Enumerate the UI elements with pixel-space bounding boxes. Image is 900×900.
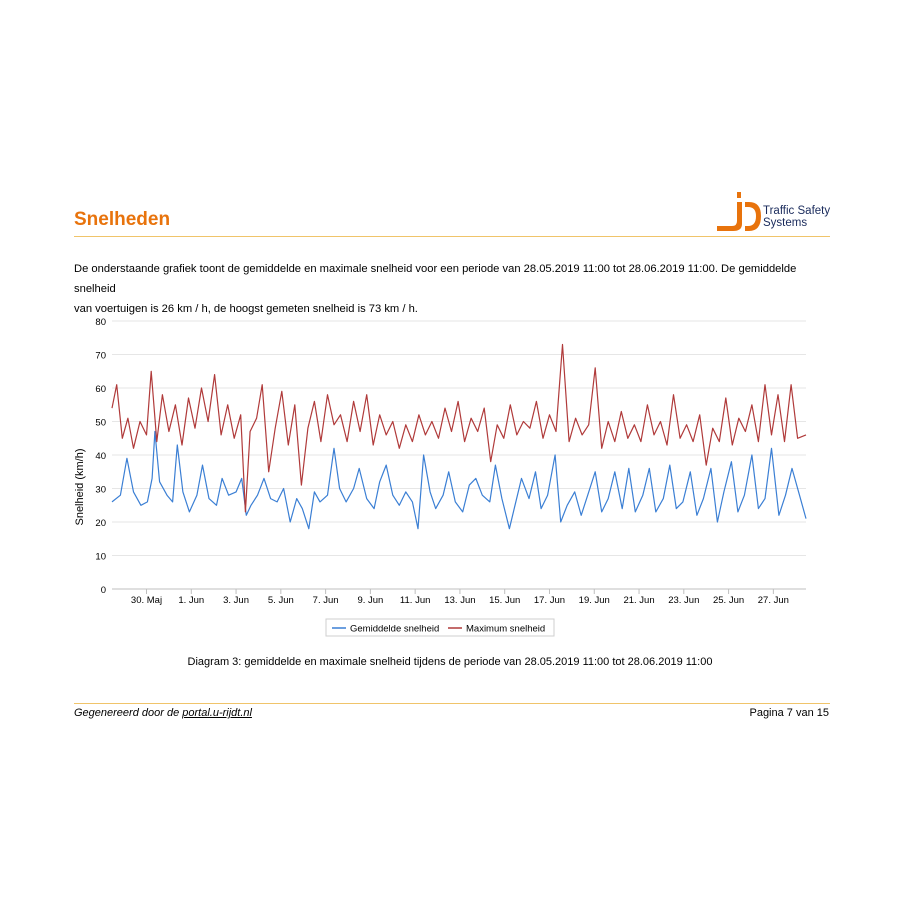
legend-label-0: Gemiddelde snelheid [350,624,439,635]
page-title: Snelheden [74,209,171,230]
footer-generated-by: Gegenereerd door de portal.u-rijdt.nl [74,707,252,719]
legend-label-1: Maximum snelheid [466,624,545,635]
y-tick-label: 0 [101,585,106,596]
x-tick-label: 30. Maj [131,595,162,606]
x-tick-label: 13. Jun [444,595,475,606]
x-tick-label: 23. Jun [668,595,699,606]
diagram-caption: Diagram 3: gemiddelde en maximale snelhe… [187,656,713,668]
traffic-safety-systems-logo [717,192,761,231]
logo-text-line1: Traffic Safety [763,205,831,217]
intro-line-2: van voertuigen is 26 km / h, de hoogst g… [74,303,418,315]
footer-prefix: Gegenereerd door de [74,707,180,719]
x-tick-label: 27. Jun [758,595,789,606]
y-tick-label: 30 [95,485,106,496]
y-axis-label: Snelheid (km/h) [74,448,86,525]
y-tick-label: 10 [95,552,106,563]
logo-text: Traffic Safety Systems [763,205,830,229]
page-number: Pagina 7 van 15 [749,707,829,719]
chart-series [111,343,807,530]
chart-legend: Gemiddelde snelheid Maximum snelheid [325,618,555,637]
intro-line-1: De onderstaande grafiek toont de gemidde… [74,263,797,295]
x-tick-label: 25. Jun [713,595,744,606]
y-tick-label: 20 [95,518,106,529]
logo-text-line2: Systems [763,217,808,229]
y-axis-ticks: 0 10 20 30 40 50 60 70 80 [95,317,106,596]
legend-box [325,618,555,637]
y-tick-label: 80 [95,317,106,328]
speed-chart: 0 10 20 30 40 50 60 70 80 30. Maj 1. Jun 3. Jun 5. … [74,317,807,637]
y-tick-label: 60 [95,384,106,395]
x-tick-label: 1. Jun [178,595,204,606]
x-tick-label: 11. Jun [400,595,430,606]
intro-paragraph: De onderstaande grafiek toont de gemidde… [74,259,834,319]
y-tick-label: 50 [95,418,106,429]
x-tick-label: 3. Jun [223,595,249,606]
series-line-0 [111,430,807,530]
chart-grid [112,320,806,590]
x-tick-label: 5. Jun [268,595,294,606]
x-axis-ticks: 30. Maj 1. Jun 3. Jun 5. Jun 7. Jun 9. Jun 11.… [131,589,789,606]
header-rule [74,236,830,237]
x-tick-label: 17. Jun [534,595,565,606]
x-tick-label: 19. Jun [579,595,610,606]
series-line-1 [111,343,807,513]
footer-rule [74,703,830,704]
x-tick-label: 9. Jun [357,595,383,606]
portal-link[interactable]: portal.u-rijdt.nl [182,707,252,719]
x-tick-label: 15. Jun [489,595,520,606]
y-tick-label: 40 [95,451,106,462]
x-tick-label: 7. Jun [313,595,339,606]
x-tick-label: 21. Jun [623,595,654,606]
y-tick-label: 70 [95,351,106,362]
